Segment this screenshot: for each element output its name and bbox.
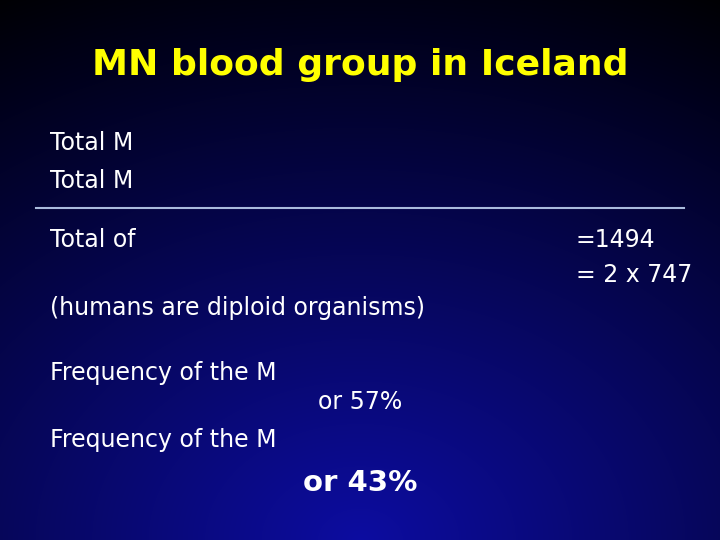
Text: = 2 x 747: = 2 x 747 (576, 264, 692, 287)
Text: Frequency of the M: Frequency of the M (50, 361, 277, 384)
Text: Total of: Total of (50, 228, 143, 252)
Text: or 43%: or 43% (303, 469, 417, 497)
Text: (humans are diploid organisms): (humans are diploid organisms) (50, 296, 426, 320)
Text: Total M: Total M (50, 169, 134, 193)
Text: or 57%: or 57% (318, 390, 402, 414)
Text: Total M: Total M (50, 131, 134, 155)
Text: MN blood group in Iceland: MN blood group in Iceland (91, 48, 629, 82)
Text: =1494: =1494 (576, 228, 656, 252)
Text: Frequency of the M: Frequency of the M (50, 428, 277, 452)
